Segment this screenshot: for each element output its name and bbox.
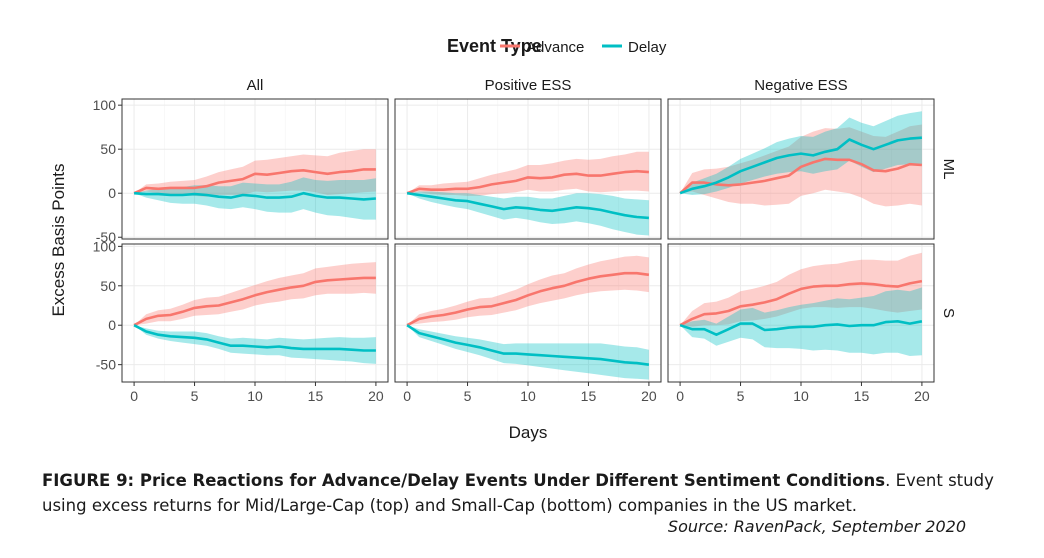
legend-item-advance: Advance — [500, 39, 584, 56]
column-strip-label: Negative ESS — [754, 77, 847, 94]
series-line-delay — [134, 191, 376, 201]
x-tick-label: 10 — [793, 388, 809, 404]
figure-caption: FIGURE 9: Price Reactions for Advance/De… — [42, 468, 1002, 518]
x-axis-label: Days — [509, 423, 548, 442]
panel-border — [121, 98, 389, 240]
faceted-line-chart: Event Type Advance Delay All Positive ESS… — [49, 36, 957, 442]
panel-s-negative-ess: 0 5 10 15 20 — [667, 243, 935, 404]
panel-ml-positive-ess — [394, 98, 662, 240]
series-line-advance — [679, 157, 922, 195]
panel-border — [394, 98, 662, 240]
x-tick-label: 10 — [247, 388, 263, 404]
series-line-delay — [406, 191, 649, 220]
x-tick-label: 15 — [581, 388, 597, 404]
legend-title: Event Type — [447, 36, 542, 56]
ribbon-delay — [407, 191, 649, 236]
figure-source: Source: RavenPack, September 2020 — [667, 517, 966, 536]
column-strip-label: Positive ESS — [485, 77, 572, 94]
row-strip-label: S — [940, 308, 957, 318]
y-tick-label: 0 — [108, 317, 116, 333]
caption-text: . Event study using excess returns for M… — [42, 471, 994, 515]
y-tick-label: 50 — [100, 141, 116, 157]
ribbon-advance — [407, 255, 649, 326]
panel-s-positive-ess: 0 5 10 15 20 — [394, 243, 662, 404]
y-tick-label: -50 — [96, 229, 116, 245]
series-line-delay — [406, 324, 650, 366]
ribbon-advance — [407, 151, 649, 196]
x-tick-label: 20 — [641, 388, 657, 404]
y-tick-label: 100 — [93, 238, 117, 254]
panel-s-all: 100 50 0 -50 0 5 10 15 20 — [93, 238, 389, 404]
x-tick-label: 15 — [854, 388, 870, 404]
caption-title: FIGURE 9: Price Reactions for Advance/De… — [42, 471, 886, 490]
x-tick-label: 5 — [737, 388, 745, 404]
ribbon-delay — [134, 325, 376, 364]
legend-item-delay: Delay — [602, 39, 667, 56]
y-tick-label: 0 — [108, 185, 116, 201]
y-tick-label: -50 — [96, 357, 116, 373]
x-tick-label: 20 — [368, 388, 384, 404]
ribbon-advance — [134, 262, 376, 326]
series-line-delay — [133, 324, 376, 352]
legend-delay-label: Delay — [628, 39, 667, 56]
axes: Excess Basis Points Days — [49, 163, 547, 442]
ribbon-delay — [680, 287, 922, 356]
x-tick-label: 20 — [914, 388, 930, 404]
series-line-delay — [679, 319, 923, 337]
x-tick-label: 5 — [191, 388, 199, 404]
series-line-advance — [133, 168, 376, 195]
panel-border — [667, 98, 935, 240]
x-tick-label: 10 — [520, 388, 536, 404]
legend-advance-label: Advance — [526, 39, 584, 56]
y-tick-label: 100 — [93, 97, 117, 113]
y-axis-label: Excess Basis Points — [49, 163, 68, 316]
panel-ml-negative-ess — [667, 98, 935, 240]
row-strip-label: ML — [940, 159, 957, 180]
series-line-advance — [406, 169, 649, 195]
legend: Event Type Advance Delay — [447, 36, 667, 56]
column-strip-label: All — [247, 77, 264, 94]
series-line-advance — [133, 276, 376, 327]
ribbon-delay — [407, 325, 649, 380]
series-line-delay — [679, 136, 922, 195]
x-tick-label: 15 — [308, 388, 324, 404]
facet-panels: All Positive ESS Negative ESSMLS100500-501… — [93, 77, 957, 404]
series-line-advance — [679, 279, 923, 327]
panel-ml-all: 100 50 0 -50 — [93, 97, 389, 245]
series-line-advance — [406, 271, 650, 327]
x-tick-label: 5 — [464, 388, 472, 404]
y-tick-label: 50 — [100, 278, 116, 294]
x-tick-label: 0 — [130, 388, 138, 404]
x-tick-label: 0 — [403, 388, 411, 404]
x-tick-label: 0 — [676, 388, 684, 404]
